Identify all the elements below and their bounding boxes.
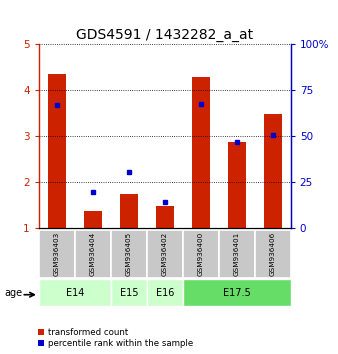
Text: age: age — [4, 288, 22, 298]
Bar — [39, 230, 75, 278]
Text: E16: E16 — [155, 288, 174, 298]
Text: E15: E15 — [120, 288, 138, 298]
Text: E14: E14 — [66, 288, 84, 298]
Bar — [84, 211, 102, 228]
Bar — [48, 74, 66, 228]
Bar — [228, 142, 246, 228]
Bar — [147, 230, 183, 278]
Bar — [120, 194, 138, 228]
Bar — [264, 114, 282, 228]
Text: GSM936406: GSM936406 — [270, 232, 276, 276]
Text: GSM936400: GSM936400 — [198, 232, 204, 276]
Text: GSM936403: GSM936403 — [54, 232, 60, 276]
Bar — [39, 279, 111, 307]
Bar — [156, 206, 174, 228]
Text: GSM936405: GSM936405 — [126, 232, 132, 276]
Bar — [255, 230, 291, 278]
Bar — [75, 230, 111, 278]
Text: GSM936401: GSM936401 — [234, 232, 240, 276]
Bar — [183, 279, 291, 307]
Title: GDS4591 / 1432282_a_at: GDS4591 / 1432282_a_at — [76, 28, 254, 42]
Bar — [219, 230, 255, 278]
Text: GSM936402: GSM936402 — [162, 232, 168, 276]
Bar — [147, 279, 183, 307]
Bar — [111, 279, 147, 307]
Bar — [192, 78, 210, 228]
Bar — [183, 230, 219, 278]
Text: GSM936404: GSM936404 — [90, 232, 96, 276]
Bar — [111, 230, 147, 278]
Legend: transformed count, percentile rank within the sample: transformed count, percentile rank withi… — [38, 328, 193, 348]
Text: E17.5: E17.5 — [223, 288, 250, 298]
